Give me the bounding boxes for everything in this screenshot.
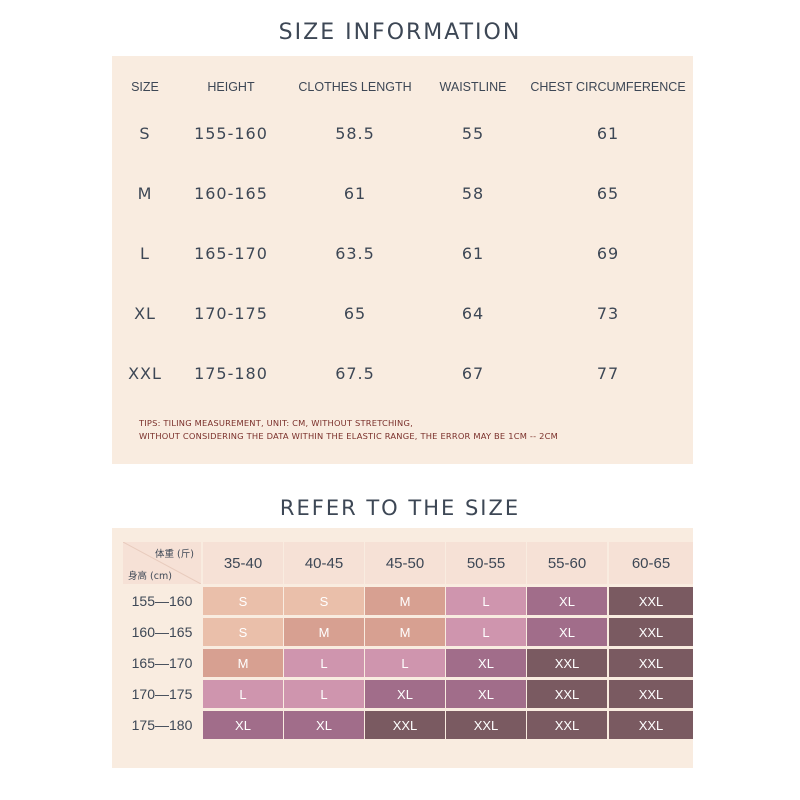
size-cell: S bbox=[203, 618, 283, 646]
size-table-cell: 67.5 bbox=[335, 364, 375, 383]
size-table-cell: S bbox=[139, 124, 151, 143]
size-cell: XL bbox=[446, 649, 526, 677]
size-cell: L bbox=[446, 587, 526, 615]
size-table-cell: 69 bbox=[596, 244, 620, 263]
weight-column-header: 45-50 bbox=[365, 542, 445, 584]
corner-weight-label: 体重 (斤) bbox=[155, 549, 194, 560]
size-cell: XXL bbox=[609, 649, 693, 677]
size-table-cell: 55 bbox=[461, 124, 485, 143]
size-cell: M bbox=[365, 587, 445, 615]
size-table-cell: 170-175 bbox=[194, 304, 268, 323]
size-cell: XL bbox=[527, 587, 607, 615]
size-table-cell: XXL bbox=[128, 364, 162, 383]
weight-column-header: 60-65 bbox=[609, 542, 693, 584]
height-row-header: 155—160 bbox=[123, 586, 201, 616]
size-cell: L bbox=[284, 649, 364, 677]
size-table-cell: 61 bbox=[596, 124, 620, 143]
refer-to-size-title: REFER TO THE SIZE bbox=[279, 496, 521, 520]
size-table-cell: 165-170 bbox=[194, 244, 268, 263]
size-table-cell: XL bbox=[134, 304, 156, 323]
size-table-cell: 58 bbox=[461, 184, 485, 203]
size-cell: L bbox=[284, 680, 364, 708]
size-cell: XXL bbox=[609, 587, 693, 615]
size-table-cell: 63.5 bbox=[335, 244, 375, 263]
size-cell: XXL bbox=[527, 711, 607, 739]
size-cell: XXL bbox=[609, 680, 693, 708]
height-row-header: 170—175 bbox=[123, 679, 201, 709]
size-cell: M bbox=[284, 618, 364, 646]
size-table-cell: 65 bbox=[596, 184, 620, 203]
size-table-cell: 65 bbox=[343, 304, 367, 323]
size-cell: XXL bbox=[446, 711, 526, 739]
size-cell: XL bbox=[365, 680, 445, 708]
height-row-header: 160—165 bbox=[123, 617, 201, 647]
height-row-header: 165—170 bbox=[123, 648, 201, 678]
size-table-cell: 73 bbox=[596, 304, 620, 323]
size-cell: XL bbox=[527, 618, 607, 646]
size-table-header: HEIGHT bbox=[207, 80, 255, 94]
size-cell: XL bbox=[446, 680, 526, 708]
size-cell: L bbox=[365, 649, 445, 677]
size-information-title: SIZE INFORMATION bbox=[278, 20, 522, 45]
size-table-header: SIZE bbox=[131, 80, 159, 94]
size-cell: XXL bbox=[365, 711, 445, 739]
size-cell: S bbox=[284, 587, 364, 615]
size-table-header: CLOTHES LENGTH bbox=[298, 80, 412, 94]
tips-line-2: WITHOUT CONSIDERING THE DATA WITHIN THE … bbox=[139, 431, 558, 441]
corner-diagonal-icon bbox=[123, 542, 201, 584]
size-cell: L bbox=[446, 618, 526, 646]
size-table-cell: 64 bbox=[461, 304, 485, 323]
size-cell: S bbox=[203, 587, 283, 615]
size-cell: XL bbox=[284, 711, 364, 739]
size-cell: XXL bbox=[609, 711, 693, 739]
size-table-cell: 67 bbox=[461, 364, 485, 383]
size-table-cell: 58.5 bbox=[335, 124, 375, 143]
size-table-cell: L bbox=[140, 244, 150, 263]
size-cell: L bbox=[203, 680, 283, 708]
weight-column-header: 55-60 bbox=[527, 542, 607, 584]
size-table-header: WAISTLINE bbox=[439, 80, 507, 94]
height-row-header: 175—180 bbox=[123, 710, 201, 740]
size-cell: XXL bbox=[527, 680, 607, 708]
size-cell: XXL bbox=[527, 649, 607, 677]
weight-column-header: 35-40 bbox=[203, 542, 283, 584]
weight-column-header: 50-55 bbox=[446, 542, 526, 584]
tips-line-1: TIPS: TILING MEASUREMENT, UNIT: CM, WITH… bbox=[139, 418, 413, 428]
size-cell: XXL bbox=[609, 618, 693, 646]
size-reference-grid: 体重 (斤) 身高 (cm) 35-40 40-45 45-50 50-55 55-60… bbox=[123, 542, 693, 740]
size-information-panel bbox=[112, 56, 693, 464]
weight-column-header: 40-45 bbox=[284, 542, 364, 584]
size-cell: M bbox=[365, 618, 445, 646]
size-table-cell: M bbox=[137, 184, 153, 203]
corner-height-label: 身高 (cm) bbox=[128, 571, 172, 582]
size-cell: M bbox=[203, 649, 283, 677]
size-table-cell: 160-165 bbox=[194, 184, 268, 203]
size-table-cell: 77 bbox=[596, 364, 620, 383]
size-table-cell: 175-180 bbox=[194, 364, 268, 383]
size-table-cell: 155-160 bbox=[194, 124, 268, 143]
size-cell: XL bbox=[203, 711, 283, 739]
grid-corner-header: 体重 (斤) 身高 (cm) bbox=[123, 542, 201, 584]
size-table-header: CHEST CIRCUMFERENCE bbox=[530, 80, 686, 94]
size-table-cell: 61 bbox=[343, 184, 367, 203]
size-table-cell: 61 bbox=[461, 244, 485, 263]
